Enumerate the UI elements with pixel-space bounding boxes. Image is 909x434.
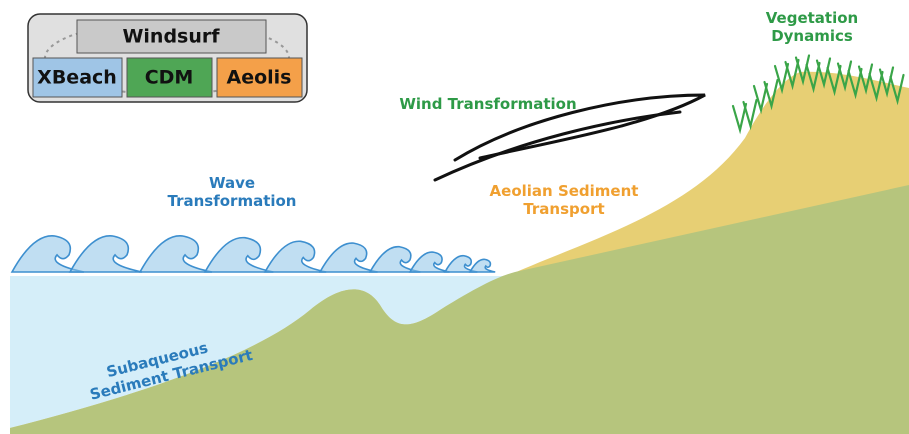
grass	[784, 58, 800, 91]
wave	[443, 254, 478, 273]
grass	[742, 98, 758, 131]
wind-streak	[433, 110, 682, 182]
wave	[10, 235, 85, 273]
grass	[868, 70, 884, 103]
grass	[847, 67, 863, 100]
grass	[731, 102, 748, 135]
module-name: Aeolis	[227, 67, 292, 89]
wind-label: Wind Transformation	[399, 95, 576, 113]
wave	[203, 236, 274, 273]
grass	[752, 82, 769, 115]
ground	[10, 185, 909, 434]
module-box	[32, 57, 123, 98]
module-name: CDM	[145, 67, 194, 89]
wave	[138, 235, 213, 273]
vegetation	[731, 54, 905, 135]
wave	[408, 251, 450, 273]
wave-label: Transformation	[168, 192, 297, 210]
wave	[263, 240, 327, 273]
grass	[773, 62, 790, 95]
grass	[889, 73, 905, 106]
wind-streaks	[433, 93, 706, 182]
waves	[10, 235, 496, 273]
windsurf-box	[76, 19, 267, 54]
wave	[468, 258, 496, 273]
wave	[318, 242, 378, 273]
grass	[805, 61, 821, 94]
aeolian-label: Aeolian Sediment	[490, 182, 639, 200]
module-name: XBeach	[37, 67, 117, 89]
aeolian-label: Transport	[523, 200, 604, 218]
legend-title: Windsurf	[122, 26, 220, 48]
wave	[68, 235, 143, 273]
grass	[826, 64, 842, 97]
grass	[763, 78, 779, 111]
vegetation-label: Vegetation	[766, 9, 858, 27]
vegetation-label: Dynamics	[771, 27, 853, 45]
wind-streak	[453, 93, 706, 162]
wave	[368, 245, 421, 273]
legend: Windsurf XBeach CDM Aeolis	[27, 13, 308, 103]
wave-label: Wave	[209, 174, 255, 192]
module-box	[126, 57, 213, 98]
module-box	[216, 57, 303, 98]
